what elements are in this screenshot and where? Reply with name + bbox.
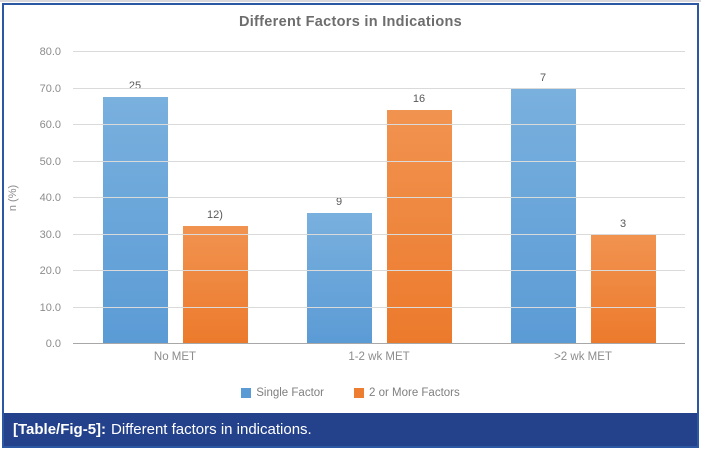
gridline [73,270,685,271]
bar-single-factor: 9 [306,196,372,344]
y-tick-label: 20.0 [39,265,61,277]
bar-single-factor: 7 [510,72,576,344]
x-category-label: >2 wk MET [554,351,612,363]
chart-title: Different Factors in Indications [238,14,463,30]
bar-two-or-more-factors: 12) [182,209,248,344]
legend-item-two-or-more-factors: 2 or More Factors [354,387,460,399]
legend-swatch-icon [354,388,364,398]
y-tick-label: 40.0 [39,192,61,204]
bar-value-label: 9 [335,195,343,208]
legend-label: Single Factor [256,387,324,399]
bar-group: 25 12) [73,52,277,344]
bar-slot: 9 [306,52,372,344]
legend-item-single-factor: Single Factor [241,387,324,399]
gridline [73,197,685,198]
caption-bar: [Table/Fig-5]: Different factors in indi… [4,413,697,446]
bar-slot: 25 [102,52,168,344]
caption-label: [Table/Fig-5]: [13,421,107,438]
bar-group: 9 16 [277,52,481,344]
bar-value-label: 12) [207,208,223,221]
bar-slot: 3 [590,52,656,344]
top-edge-strip [0,0,701,2]
y-tick-label: 10.0 [39,301,61,314]
bar-two-or-more-factors: 3 [590,218,656,344]
x-axis-line [73,343,685,344]
bar-single-factor: 25 [102,80,168,344]
gridline [73,87,685,89]
legend: Single Factor 2 or More Factors [0,387,701,399]
caption-text: Different factors in indications. [111,421,312,438]
y-tick-label: 30.0 [39,228,61,241]
legend-swatch-icon [241,388,252,398]
bar-two-or-more-factors: 16 [386,93,452,344]
gridline [73,233,685,235]
gridline [73,51,685,52]
gridline [73,124,685,125]
bar-groups: 25 12) 9 16 7 3 [73,52,685,344]
bar-value-label: 16 [412,93,426,106]
bar-value-label: 3 [619,217,627,230]
y-tick-label: 60.0 [39,119,61,131]
y-tick-label: 80.0 [39,46,61,58]
bar-slot: 16 [386,52,452,344]
y-tick-label: 50.0 [39,155,61,168]
x-category-label: No MET [153,351,197,363]
x-axis-labels: No MET 1-2 wk MET >2 wk MET [73,351,685,363]
x-category-label: 1-2 wk MET [348,351,410,363]
bar-value-label: 7 [539,71,547,84]
y-tick-label: 70.0 [39,82,61,95]
bar-slot: 12) [182,52,248,344]
plot-area: 25 12) 9 16 7 3 [73,51,685,344]
y-tick-label: 0.0 [45,338,61,350]
bar-slot: 7 [510,52,576,344]
y-axis-ticks: 0.0 10.0 20.0 30.0 40.0 50.0 60.0 70.0 80.0 [0,46,66,350]
bar-value-label: 25 [128,80,142,93]
gridline [73,160,685,162]
legend-label: 2 or More Factors [369,387,460,399]
gridline [73,306,685,308]
